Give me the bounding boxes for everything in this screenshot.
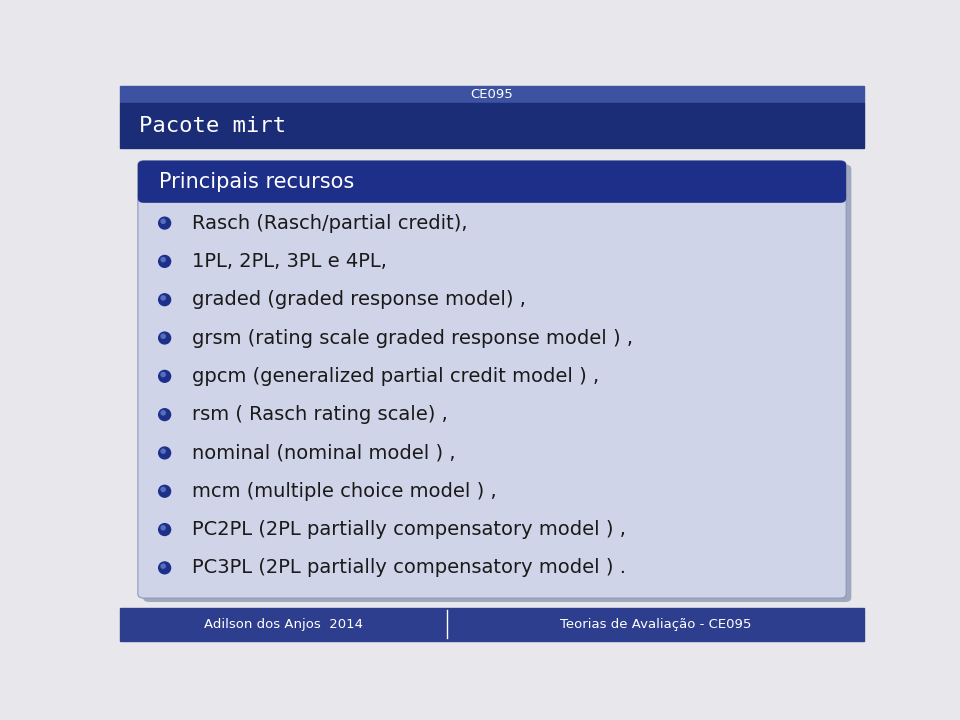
Ellipse shape — [161, 220, 165, 223]
Text: graded (graded response model) ,: graded (graded response model) , — [192, 290, 526, 309]
Ellipse shape — [158, 256, 171, 267]
Text: PC3PL (2PL partially compensatory model ) .: PC3PL (2PL partially compensatory model … — [192, 559, 626, 577]
Text: nominal (nominal model ) ,: nominal (nominal model ) , — [192, 444, 456, 462]
Text: Rasch (Rasch/partial credit),: Rasch (Rasch/partial credit), — [192, 214, 468, 233]
Ellipse shape — [161, 487, 165, 492]
Text: Principais recursos: Principais recursos — [158, 172, 354, 192]
Ellipse shape — [158, 485, 171, 498]
Ellipse shape — [161, 258, 165, 261]
Ellipse shape — [161, 411, 165, 415]
Text: Adilson dos Anjos  2014: Adilson dos Anjos 2014 — [204, 618, 363, 631]
Ellipse shape — [161, 296, 165, 300]
Bar — [120, 608, 864, 641]
Ellipse shape — [158, 370, 171, 382]
Text: mcm (multiple choice model ) ,: mcm (multiple choice model ) , — [192, 482, 496, 500]
Ellipse shape — [158, 332, 171, 344]
Text: 1PL, 2PL, 3PL e 4PL,: 1PL, 2PL, 3PL e 4PL, — [192, 252, 387, 271]
FancyBboxPatch shape — [138, 161, 846, 598]
Text: Pacote mirt: Pacote mirt — [138, 116, 286, 136]
Text: grsm (rating scale graded response model ) ,: grsm (rating scale graded response model… — [192, 328, 634, 348]
Ellipse shape — [158, 217, 171, 229]
Ellipse shape — [161, 564, 165, 568]
Ellipse shape — [158, 523, 171, 536]
FancyBboxPatch shape — [143, 165, 852, 602]
Bar — [120, 103, 864, 148]
Ellipse shape — [158, 294, 171, 305]
Text: gpcm (generalized partial credit model ) ,: gpcm (generalized partial credit model )… — [192, 366, 599, 386]
Text: Teorias de Avaliação - CE095: Teorias de Avaliação - CE095 — [560, 618, 752, 631]
Text: CE095: CE095 — [470, 89, 514, 102]
Ellipse shape — [158, 409, 171, 420]
Ellipse shape — [161, 449, 165, 453]
Ellipse shape — [158, 562, 171, 574]
FancyBboxPatch shape — [138, 161, 846, 203]
Text: rsm ( Rasch rating scale) ,: rsm ( Rasch rating scale) , — [192, 405, 448, 424]
Ellipse shape — [158, 447, 171, 459]
Ellipse shape — [161, 526, 165, 530]
Bar — [120, 86, 864, 103]
Text: PC2PL (2PL partially compensatory model ) ,: PC2PL (2PL partially compensatory model … — [192, 520, 626, 539]
Ellipse shape — [161, 334, 165, 338]
Ellipse shape — [161, 372, 165, 377]
